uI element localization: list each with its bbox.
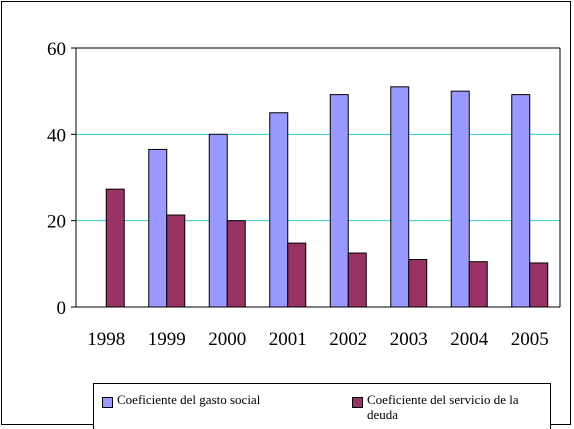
y-tick-label: 40 bbox=[47, 125, 66, 146]
bar-gasto-social bbox=[329, 94, 349, 308]
bar-gasto-social bbox=[390, 86, 410, 308]
legend: Coeficiente del gasto social Coeficiente… bbox=[93, 383, 551, 429]
x-tick-label: 2003 bbox=[390, 329, 428, 350]
x-tick-label: 2002 bbox=[329, 329, 367, 350]
x-tick-label: 2004 bbox=[450, 329, 489, 350]
legend-item-gasto-social: Coeficiente del gasto social bbox=[102, 392, 260, 408]
x-tick-label: 2005 bbox=[511, 329, 549, 350]
bar-servicio-deuda bbox=[166, 214, 186, 308]
x-tick-label: 2000 bbox=[208, 329, 246, 350]
bars bbox=[105, 86, 549, 308]
y-tick-label: 60 bbox=[47, 39, 66, 60]
y-tick-label: 0 bbox=[57, 298, 67, 319]
x-tick-label: 1999 bbox=[148, 329, 186, 350]
bar-servicio-deuda bbox=[468, 261, 488, 308]
legend-swatch-servicio-deuda bbox=[352, 397, 363, 408]
bar-gasto-social bbox=[511, 94, 531, 308]
bar-gasto-social bbox=[269, 112, 289, 308]
legend-swatch-gasto-social bbox=[102, 397, 113, 408]
tick-labels: 0 20 40 60 1998 1999 2000 2001 2002 2003 2004 2005 bbox=[47, 39, 549, 350]
bar-servicio-deuda bbox=[529, 262, 549, 308]
x-tick-label: 2001 bbox=[269, 329, 307, 350]
legend-label-servicio-deuda: Coeficiente del servicio de la deuda bbox=[367, 392, 519, 422]
axes bbox=[71, 47, 561, 308]
bar-servicio-deuda bbox=[408, 259, 428, 308]
bar-gasto-social bbox=[148, 148, 168, 308]
bar-gasto-social bbox=[208, 133, 228, 308]
legend-item-servicio-deuda: Coeficiente del servicio de la deuda bbox=[352, 392, 542, 422]
bar-servicio-deuda bbox=[105, 188, 125, 308]
bar-servicio-deuda bbox=[287, 242, 307, 308]
bar-servicio-deuda bbox=[226, 220, 246, 308]
bar-servicio-deuda bbox=[347, 252, 367, 308]
legend-label-gasto-social: Coeficiente del gasto social bbox=[117, 392, 261, 407]
bar-gasto-social bbox=[450, 90, 470, 308]
y-tick-label: 20 bbox=[47, 212, 66, 233]
x-tick-label: 1998 bbox=[87, 329, 125, 350]
